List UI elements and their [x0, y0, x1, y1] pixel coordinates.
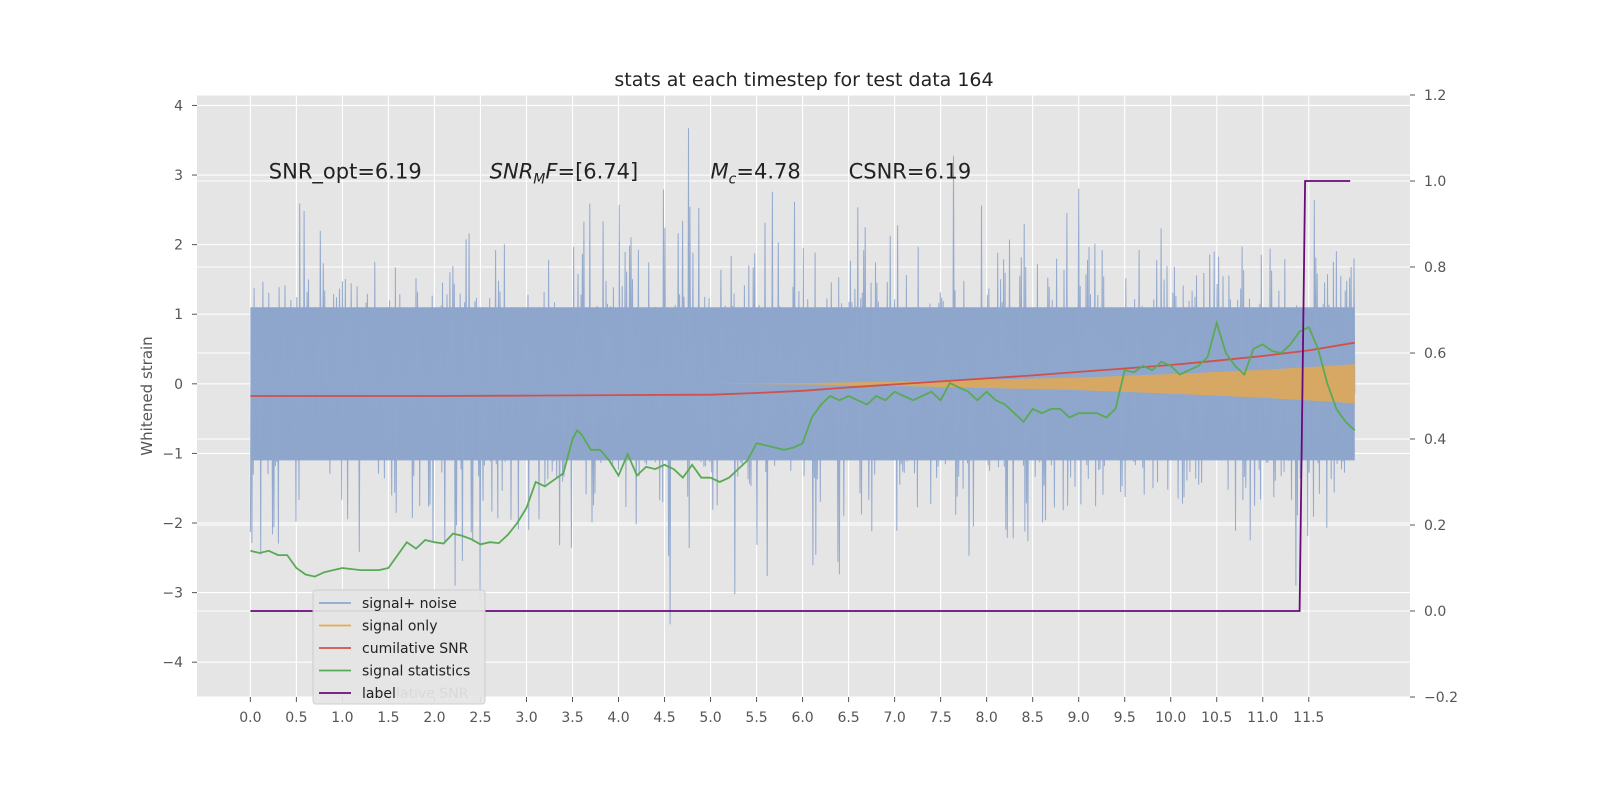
- x-tick-label: 1.5: [377, 710, 399, 726]
- x-tick-label: 8.5: [1022, 710, 1044, 726]
- y2-tick-label: 1.0: [1424, 174, 1446, 190]
- y2-tick-label: 0.2: [1424, 518, 1446, 534]
- x-tick-label: 8.0: [976, 710, 998, 726]
- x-tick-label: 4.0: [607, 710, 629, 726]
- series-cumilative-snr: [250, 341, 1355, 397]
- y2-tick-label: 0.0: [1424, 604, 1446, 620]
- y2-tick-label: 1.2: [1424, 88, 1446, 104]
- series-signal-only: [710, 364, 1355, 404]
- y2-tick-label: 0.8: [1424, 260, 1446, 276]
- annotation: CSNR=6.19: [849, 160, 972, 184]
- y-tick-label: −1: [162, 446, 183, 462]
- legend-box: [312, 589, 486, 705]
- y-axis-label: Whitened strain: [138, 336, 156, 455]
- y2-tick-label: 0.4: [1424, 432, 1446, 448]
- y2-tick-label: −0.2: [1424, 690, 1458, 706]
- x-tick-label: 4.5: [653, 710, 675, 726]
- x-tick-label: 11.5: [1293, 710, 1324, 726]
- y-tick-label: 1: [174, 307, 183, 323]
- legend-entry: signal+ noise: [362, 596, 457, 612]
- x-tick-label: 1.0: [331, 710, 353, 726]
- y-tick-label: 2: [174, 238, 183, 254]
- annotations: SNR_opt=6.19 SNRMF=[6.74] Mc=4.78 CSNR=6.19: [269, 160, 971, 188]
- series-signal-statistics: [250, 319, 1356, 578]
- legend-entry: cumilative SNR: [362, 641, 469, 657]
- legend-ghost-text: cumilative SNR: [362, 686, 469, 702]
- x-tick-label: 5.5: [745, 710, 767, 726]
- legend: signal+ noise signal only cumilative SNR si…: [312, 589, 486, 705]
- x-tick-label: 10.0: [1155, 710, 1186, 726]
- y2-tick-label: 0.6: [1424, 346, 1446, 362]
- x-tick-label: 10.5: [1201, 710, 1232, 726]
- y-tick-label: −3: [162, 586, 183, 602]
- x-tick-label: 3.5: [561, 710, 583, 726]
- y-tick-label: −4: [162, 655, 183, 671]
- x-tick-label: 2.0: [423, 710, 445, 726]
- x-tick-label: 9.5: [1114, 710, 1136, 726]
- legend-entry: signal statistics: [362, 664, 470, 680]
- y-tick-label: 0: [174, 377, 183, 393]
- x-tick-label: 11.0: [1247, 710, 1278, 726]
- x-tick-label: 9.0: [1068, 710, 1090, 726]
- x-tick-label: 0.0: [239, 710, 261, 726]
- series-layer: [249, 128, 1356, 625]
- annotation: SNRMF=[6.74]: [490, 160, 639, 188]
- series-label: [250, 180, 1351, 612]
- x-tick-label: 3.0: [515, 710, 537, 726]
- y-tick-label: 4: [174, 98, 183, 114]
- legend-entry: label: [362, 686, 396, 702]
- x-tick-label: 7.5: [929, 710, 951, 726]
- x-tick-label: 7.0: [883, 710, 905, 726]
- x-tick-label: 6.0: [791, 710, 813, 726]
- axes: 0.0 0.5 1.0 1.5 2.0 2.5 3.0 3.5 4.0 4.5 5.0 5.5 6.0 6…: [162, 88, 1458, 726]
- x-tick-label: 5.0: [699, 710, 721, 726]
- y-tick-label: 3: [174, 168, 183, 184]
- x-tick-label: 6.5: [837, 710, 859, 726]
- x-tick-label: 2.5: [469, 710, 491, 726]
- y-tick-label: −2: [162, 516, 183, 532]
- chart-title: stats at each timestep for test data 164: [614, 69, 993, 91]
- x-tick-label: 0.5: [285, 710, 307, 726]
- legend-entry: signal only: [362, 619, 437, 635]
- annotation: SNR_opt=6.19: [269, 160, 422, 185]
- annotation: Mc=4.78: [711, 160, 801, 188]
